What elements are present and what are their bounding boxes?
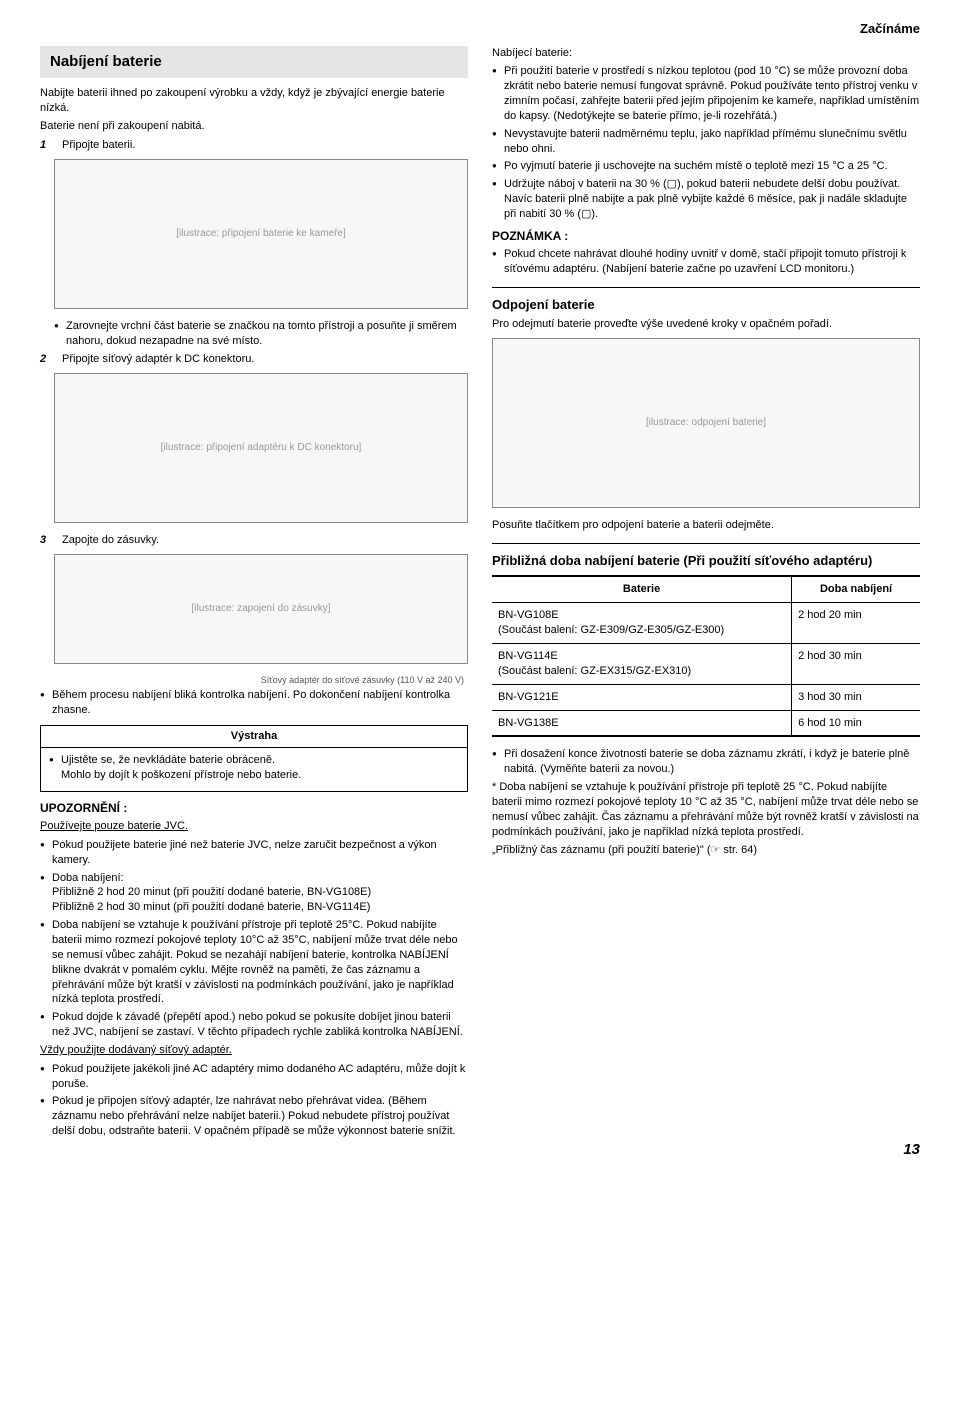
detach-title: Odpojení baterie [492,296,920,314]
bullet-item: Po vyjmutí baterie ji uschovejte na such… [492,159,920,174]
charge-table-title: Přibližná doba nabíjení baterie (Při pou… [492,552,920,570]
warning-text-1: Ujistěte se, že nevkládáte baterie obrác… [61,754,275,766]
chapter-header: Začínáme [40,20,920,38]
table-header-time: Doba nabíjení [792,576,920,602]
charge-time-label: Doba nabíjení: [52,872,124,884]
step-text: Zapojte do zásuvky. [62,533,468,548]
notice-heading: UPOZORNĚNÍ : [40,800,468,816]
left-column: Nabíjení baterie Nabijte baterii ihned p… [40,46,468,1142]
detach-after-text: Posuňte tlačítkem pro odpojení baterie a… [492,518,920,533]
step-3: 3 Zapojte do zásuvky. [40,533,468,548]
charger-battery-bullets: Při použití baterie v prostředí s nízkou… [492,64,920,221]
table-header-battery: Baterie [492,576,792,602]
notice-bullets: Pokud použijete baterie jiné než baterie… [40,838,468,1040]
step-1: 1 Připojte baterii. [40,138,468,153]
step-text: Připojte baterii. [62,138,468,153]
bullet-item: Zarovnejte vrchní část baterie se značko… [54,319,468,349]
bullet-item: Při použití baterie v prostředí s nízkou… [492,64,920,123]
charge-duration: 6 hod 10 min [792,710,920,736]
figure-detach-battery: [ilustrace: odpojení baterie] [492,338,920,508]
step-number: 1 [40,138,54,153]
bullet-item: Pokud použijete baterie jiné než baterie… [40,838,468,868]
battery-model: BN-VG108E [498,609,559,621]
step-number: 3 [40,533,54,548]
battery-bundle: (Součást balení: GZ-E309/GZ-E305/GZ-E300… [498,624,724,636]
table-row: BN-VG108E (Součást balení: GZ-E309/GZ-E3… [492,603,920,644]
main-columns: Nabíjení baterie Nabijte baterii ihned p… [40,46,920,1142]
figure-attach-battery: [ilustrace: připojení baterie ke kameře] [54,159,468,309]
charge-duration: 2 hod 20 min [792,603,920,644]
battery-model: BN-VG121E [492,684,792,710]
table-footnote-bullets: Při dosažení konce životnosti baterie se… [492,747,920,777]
note-bullets: Pokud chcete nahrávat dlouhé hodiny uvni… [492,247,920,277]
intro-paragraph-2: Baterie není při zakoupení nabitá. [40,119,468,134]
step-number: 2 [40,352,54,367]
step-2: 2 Připojte síťový adaptér k DC konektoru… [40,352,468,367]
table-row: BN-VG121E 3 hod 30 min [492,684,920,710]
step-text: Připojte síťový adaptér k DC konektoru. [62,352,468,367]
divider [492,543,920,544]
figure-dc-connector: [ilustrace: připojení adaptéru k DC kone… [54,373,468,523]
bullet-item: Během procesu nabíjení bliká kontrolka n… [40,688,468,718]
bullet-item: Pokud použijete jakékoli jiné AC adaptér… [40,1062,468,1092]
bullet-item: Doba nabíjení: Přibližně 2 hod 20 minut … [40,871,468,916]
section-title: Nabíjení baterie [40,46,468,78]
bullet-item: Pokud chcete nahrávat dlouhé hodiny uvni… [492,247,920,277]
warning-body: Ujistěte se, že nevkládáte baterie obrác… [41,748,467,791]
step1-bullets: Zarovnejte vrchní část baterie se značko… [54,319,468,349]
battery-model: BN-VG114E [498,650,558,662]
notice-underline-2: Vždy použijte dodávaný síťový adaptér. [40,1043,468,1058]
charge-time-line-1: Přibližně 2 hod 20 minut (při použití do… [52,886,371,898]
warning-box: Výstraha Ujistěte se, že nevkládáte bate… [40,725,468,792]
table-row: BN-VG114E (Součást balení: GZ-EX315/GZ-E… [492,644,920,685]
notice-underline-1: Používejte pouze baterie JVC. [40,819,468,834]
page-number: 13 [903,1140,920,1160]
bullet-item: Při dosažení konce životnosti baterie se… [492,747,920,777]
notice-bullets-2: Pokud použijete jakékoli jiné AC adaptér… [40,1062,468,1139]
bullet-item: Nevystavujte baterii nadměrnému teplu, j… [492,127,920,157]
charge-time-line-2: Přibližně 2 hod 30 minut (při použití do… [52,901,370,913]
warning-text-2: Mohlo by dojít k poškození přístroje neb… [61,769,301,781]
table-header-row: Baterie Doba nabíjení [492,576,920,602]
intro-paragraph-1: Nabijte baterii ihned po zakoupení výrob… [40,86,468,116]
cross-reference: „Přibližný čas záznamu (při použití bate… [492,843,920,858]
charger-battery-title: Nabíjecí baterie: [492,46,920,61]
charge-duration: 3 hod 30 min [792,684,920,710]
battery-bundle: (Součást balení: GZ-EX315/GZ-EX310) [498,665,691,677]
table-star-note: * Doba nabíjení se vztahuje k používání … [492,780,920,839]
divider [492,287,920,288]
bullet-item: Udržujte náboj v baterii na 30 % (▢), po… [492,177,920,222]
bullet-item: Pokud je připojen síťový adaptér, lze na… [40,1094,468,1139]
table-row: BN-VG138E 6 hod 10 min [492,710,920,736]
figure-outlet: [ilustrace: zapojení do zásuvky] [54,554,468,664]
figure-caption: Síťový adaptér do síťové zásuvky (110 V … [40,674,464,686]
right-column: Nabíjecí baterie: Při použití baterie v … [492,46,920,1142]
warning-line: Ujistěte se, že nevkládáte baterie obrác… [49,753,459,783]
battery-model: BN-VG138E [492,710,792,736]
charge-duration: 2 hod 30 min [792,644,920,685]
charge-time-table: Baterie Doba nabíjení BN-VG108E (Součást… [492,575,920,737]
detach-text: Pro odejmutí baterie proveďte výše uvede… [492,317,920,332]
bullet-item: Pokud dojde k závadě (přepětí apod.) neb… [40,1010,468,1040]
note-heading: POZNÁMKA : [492,228,920,244]
warning-header: Výstraha [41,726,467,748]
step3-bullets: Během procesu nabíjení bliká kontrolka n… [40,688,468,718]
bullet-item: Doba nabíjení se vztahuje k používání př… [40,918,468,1007]
